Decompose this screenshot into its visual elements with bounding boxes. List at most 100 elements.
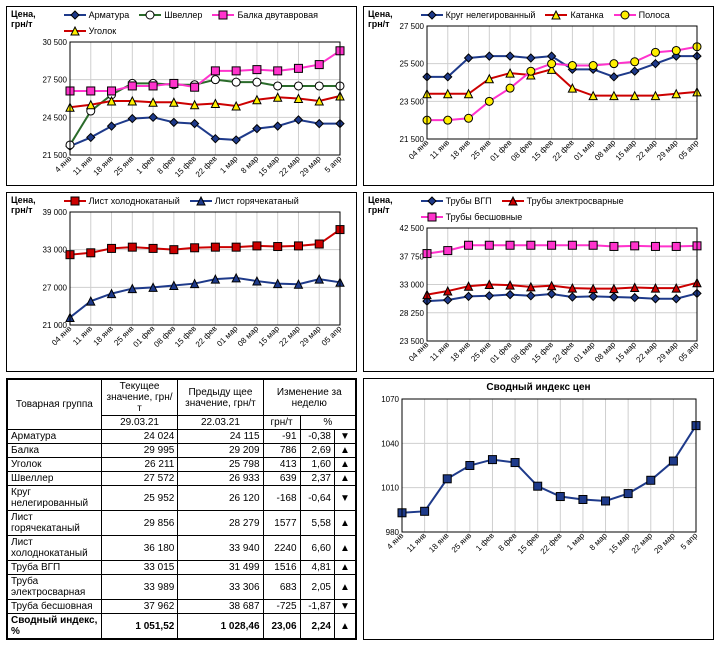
cell-name: Труба ВГП <box>8 561 102 575</box>
y-axis-label: Цена,грн/т <box>368 10 393 30</box>
svg-text:23 500: 23 500 <box>399 97 424 106</box>
svg-text:08 мар: 08 мар <box>236 324 261 349</box>
svg-text:37 750: 37 750 <box>399 252 424 261</box>
legend-item: Катанка <box>545 10 603 20</box>
up-arrow-icon: ▲ <box>335 536 356 561</box>
svg-text:1070: 1070 <box>381 395 399 404</box>
chart-panel-c2: Цена,грн/т Круг нелегированный Катанка П… <box>363 6 714 186</box>
chart-plot: 9801010104010704 янв11 янв18 янв25 янв1 … <box>368 395 709 560</box>
y-axis-label: Цена,грн/т <box>368 196 393 216</box>
summary-table: Товарная группа Текущее значение, грн/т … <box>6 378 357 640</box>
cell-name: Лист холоднокатаный <box>8 536 102 561</box>
svg-text:08 мар: 08 мар <box>593 138 618 163</box>
chart-plot: 21 50024 50027 50030 5004 янв11 янв18 ян… <box>36 38 352 183</box>
svg-text:11 янв: 11 янв <box>405 531 428 554</box>
index-chart-panel: Сводный индекс цен 9801010104010704 янв1… <box>363 378 714 640</box>
legend-item: Лист холоднокатаный <box>64 196 180 206</box>
svg-text:01 мар: 01 мар <box>572 340 597 365</box>
svg-text:33 000: 33 000 <box>42 246 67 255</box>
svg-text:22 фев: 22 фев <box>193 324 218 349</box>
svg-text:15 мар: 15 мар <box>613 340 638 365</box>
down-arrow-icon: ▼ <box>335 486 356 511</box>
legend-item: Балка двутавровая <box>212 10 318 20</box>
legend-item: Трубы бесшовные <box>421 212 523 222</box>
legend-item: Лист горячекатаный <box>190 196 299 206</box>
svg-text:1 мар: 1 мар <box>218 154 240 176</box>
legend-item: Швеллер <box>139 10 202 20</box>
chart-legend: Арматура Швеллер Балка двутавровая Уголо… <box>64 10 352 36</box>
svg-text:22 мар: 22 мар <box>630 531 655 556</box>
svg-text:25 янв: 25 янв <box>450 531 473 554</box>
table-row-summary: Сводный индекс, % 1 051,52 1 028,46 23,0… <box>8 614 356 639</box>
legend-label: Круг нелегированный <box>446 10 536 20</box>
legend-item: Круг нелегированный <box>421 10 536 20</box>
svg-text:1 фев: 1 фев <box>134 154 156 176</box>
legend-label: Трубы бесшовные <box>446 212 523 222</box>
chart-legend: Трубы ВГП Трубы электросварные Трубы бес… <box>421 196 709 222</box>
legend-label: Уголок <box>89 26 117 36</box>
up-arrow-icon: ▲ <box>335 444 356 458</box>
svg-text:24 500: 24 500 <box>42 113 67 122</box>
svg-text:08 мар: 08 мар <box>593 340 618 365</box>
table-row: Швеллер 27 572 26 933 639 2,37 ▲ <box>8 472 356 486</box>
svg-text:29 мар: 29 мар <box>652 531 677 556</box>
table-row: Труба ВГП 33 015 31 499 1516 4,81 ▲ <box>8 561 356 575</box>
legend-item: Арматура <box>64 10 130 20</box>
svg-text:42 500: 42 500 <box>399 224 424 233</box>
cell-name: Труба бесшовная <box>8 600 102 614</box>
svg-text:5 апр: 5 апр <box>679 531 700 552</box>
svg-text:29 мар: 29 мар <box>655 340 680 365</box>
up-arrow-icon: ▲ <box>335 561 356 575</box>
svg-text:15 мар: 15 мар <box>607 531 632 556</box>
table-row: Труба электросварная 33 989 33 306 683 2… <box>8 575 356 600</box>
svg-text:22 мар: 22 мар <box>277 324 302 349</box>
chart-legend: Лист холоднокатаный Лист горячекатаный <box>64 196 352 206</box>
svg-text:15 мар: 15 мар <box>256 154 281 179</box>
y-axis-label: Цена,грн/т <box>11 10 36 30</box>
th-prev: Предыду щее значение, грн/т <box>178 380 263 416</box>
svg-text:22 мар: 22 мар <box>277 154 302 179</box>
svg-text:29 мар: 29 мар <box>298 324 323 349</box>
up-arrow-icon: ▲ <box>335 575 356 600</box>
legend-label: Швеллер <box>164 10 202 20</box>
down-arrow-icon: ▼ <box>335 430 356 444</box>
svg-text:05 апр: 05 апр <box>676 138 700 162</box>
up-arrow-icon: ▲ <box>335 458 356 472</box>
svg-text:01 мар: 01 мар <box>572 138 597 163</box>
up-arrow-icon: ▲ <box>335 511 356 536</box>
down-arrow-icon: ▼ <box>335 600 356 614</box>
svg-text:15 фев: 15 фев <box>516 531 541 556</box>
legend-label: Трубы ВГП <box>446 196 492 206</box>
svg-text:01 фев: 01 фев <box>488 138 513 163</box>
legend-label: Балка двутавровая <box>237 10 318 20</box>
chart-plot: 21 00027 00033 00039 00004 янв11 янв18 я… <box>36 208 352 353</box>
th-current: Текущее значение, грн/т <box>101 380 178 416</box>
svg-text:5 апр: 5 апр <box>323 154 344 175</box>
svg-text:15 фев: 15 фев <box>173 324 198 349</box>
table-row: Лист горячекатаный 29 856 28 279 1577 5,… <box>8 511 356 536</box>
chart-panel-c4: Цена,грн/т Трубы ВГП Трубы электросварны… <box>363 192 714 372</box>
svg-text:1040: 1040 <box>381 439 399 448</box>
svg-text:27 500: 27 500 <box>399 22 424 31</box>
legend-item: Полоса <box>614 10 670 20</box>
svg-text:15 фев: 15 фев <box>530 138 555 163</box>
svg-text:08 фев: 08 фев <box>509 138 534 163</box>
legend-label: Лист холоднокатаный <box>89 196 180 206</box>
legend-label: Трубы электросварные <box>527 196 624 206</box>
svg-text:1010: 1010 <box>381 484 399 493</box>
th-change: Изменение за неделю <box>263 380 355 416</box>
svg-text:29 мар: 29 мар <box>298 154 323 179</box>
svg-text:33 000: 33 000 <box>399 281 424 290</box>
svg-text:39 000: 39 000 <box>42 208 67 217</box>
up-arrow-icon: ▲ <box>335 472 356 486</box>
svg-text:01 мар: 01 мар <box>215 324 240 349</box>
svg-text:25 янв: 25 янв <box>112 154 135 177</box>
up-arrow-icon: ▲ <box>335 614 356 639</box>
svg-text:08 фев: 08 фев <box>152 324 177 349</box>
svg-text:27 000: 27 000 <box>42 283 67 292</box>
index-chart-title: Сводный индекс цен <box>368 382 709 393</box>
svg-text:15 мар: 15 мар <box>613 138 638 163</box>
chart-panel-c3: Цена,грн/т Лист холоднокатаный Лист горя… <box>6 192 357 372</box>
svg-text:22 фев: 22 фев <box>539 531 564 556</box>
cell-name: Швеллер <box>8 472 102 486</box>
